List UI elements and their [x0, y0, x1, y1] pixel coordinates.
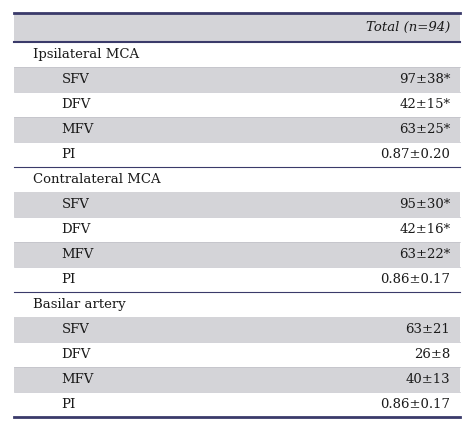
Text: 0.87±0.20: 0.87±0.20: [381, 148, 450, 161]
Text: PI: PI: [62, 273, 76, 286]
Text: Contralateral MCA: Contralateral MCA: [33, 173, 161, 186]
Text: SFV: SFV: [62, 73, 90, 86]
Text: PI: PI: [62, 398, 76, 411]
Bar: [14, 342, 460, 367]
Text: PI: PI: [62, 148, 76, 161]
Bar: [14, 167, 460, 192]
Text: 63±22*: 63±22*: [399, 248, 450, 261]
Text: SFV: SFV: [62, 198, 90, 211]
Text: 0.86±0.17: 0.86±0.17: [380, 273, 450, 286]
Bar: [14, 392, 460, 417]
Text: Total (n=94): Total (n=94): [366, 21, 450, 34]
Bar: [14, 292, 460, 317]
Bar: [14, 242, 460, 267]
Text: 0.86±0.17: 0.86±0.17: [380, 398, 450, 411]
Bar: [14, 217, 460, 242]
Bar: [14, 367, 460, 392]
Text: 40±13: 40±13: [406, 373, 450, 386]
Text: 42±15*: 42±15*: [399, 98, 450, 111]
Bar: [14, 317, 460, 342]
Bar: [14, 92, 460, 117]
Text: 63±21: 63±21: [406, 323, 450, 336]
Text: DFV: DFV: [62, 223, 91, 236]
Text: 97±38*: 97±38*: [399, 73, 450, 86]
Text: MFV: MFV: [62, 248, 94, 261]
Text: MFV: MFV: [62, 373, 94, 386]
Text: SFV: SFV: [62, 323, 90, 336]
Bar: [14, 117, 460, 142]
Bar: [14, 142, 460, 167]
Text: 26±8: 26±8: [414, 348, 450, 361]
Bar: [14, 192, 460, 217]
Text: 63±25*: 63±25*: [399, 123, 450, 136]
Bar: [14, 42, 460, 67]
Bar: [14, 267, 460, 292]
Text: 95±30*: 95±30*: [399, 198, 450, 211]
Text: DFV: DFV: [62, 348, 91, 361]
Text: Basilar artery: Basilar artery: [33, 298, 126, 311]
Text: MFV: MFV: [62, 123, 94, 136]
Text: Ipsilateral MCA: Ipsilateral MCA: [33, 48, 139, 61]
Bar: [14, 67, 460, 92]
Text: 42±16*: 42±16*: [399, 223, 450, 236]
Text: DFV: DFV: [62, 98, 91, 111]
Bar: [14, 13, 460, 42]
